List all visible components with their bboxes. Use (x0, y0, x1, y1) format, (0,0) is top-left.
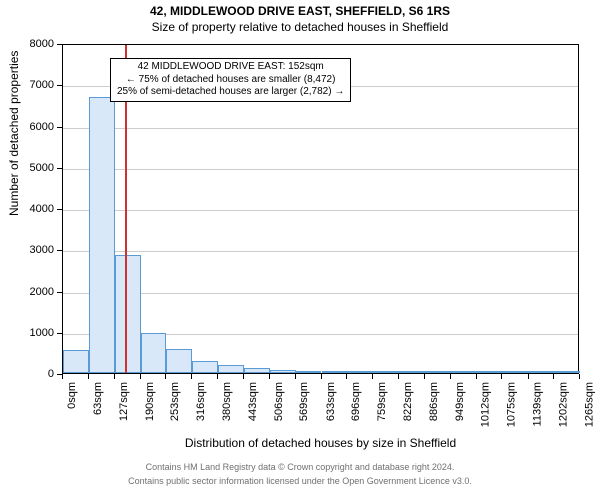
x-tick-mark (501, 374, 502, 379)
x-tick-mark (269, 374, 270, 379)
y-tick-label: 8000 (30, 38, 54, 50)
y-tick-mark (57, 85, 62, 86)
histogram-bar (399, 371, 425, 373)
histogram-bar (373, 371, 399, 373)
x-tick-label: 886sqm (428, 382, 440, 421)
x-tick-label: 190sqm (144, 382, 156, 421)
x-tick-label: 1012sqm (480, 382, 492, 427)
x-tick-mark (114, 374, 115, 379)
x-tick-label: 63sqm (92, 382, 104, 415)
histogram-bar (141, 333, 167, 373)
y-tick-mark (57, 292, 62, 293)
histogram-bar (63, 350, 89, 373)
y-tick-mark (57, 168, 62, 169)
x-tick-label: 569sqm (299, 382, 311, 421)
histogram-bar (425, 371, 451, 373)
x-tick-label: 696sqm (350, 382, 362, 421)
x-tick-label: 1139sqm (532, 382, 544, 426)
histogram-bar (115, 255, 141, 373)
y-tick-mark (57, 44, 62, 45)
x-tick-mark (321, 374, 322, 379)
y-tick-mark (57, 209, 62, 210)
x-tick-mark (295, 374, 296, 379)
y-tick-label: 2000 (30, 286, 54, 298)
x-tick-label: 506sqm (273, 382, 285, 421)
histogram-bar (528, 371, 554, 373)
x-tick-label: 316sqm (195, 382, 207, 421)
x-tick-label: 380sqm (221, 382, 233, 421)
x-tick-label: 1202sqm (557, 382, 569, 427)
histogram-bar (166, 349, 192, 373)
histogram-bar (502, 371, 528, 373)
x-tick-mark (140, 374, 141, 379)
y-tick-mark (57, 127, 62, 128)
x-tick-mark (372, 374, 373, 379)
x-tick-mark (88, 374, 89, 379)
gridline (63, 210, 578, 211)
annotation-line-1: 42 MIDDLEWOOD DRIVE EAST: 152sqm (117, 61, 344, 74)
x-tick-mark (165, 374, 166, 379)
y-tick-mark (57, 333, 62, 334)
x-tick-mark (217, 374, 218, 379)
x-tick-mark (476, 374, 477, 379)
footer-line-2: Contains public sector information licen… (0, 476, 600, 486)
histogram-bar (89, 97, 115, 373)
x-tick-label: 127sqm (118, 382, 130, 421)
x-tick-label: 1075sqm (505, 382, 517, 427)
x-tick-label: 253sqm (169, 382, 181, 421)
x-tick-label: 759sqm (376, 382, 388, 421)
x-tick-label: 0sqm (66, 382, 78, 409)
histogram-bar (477, 371, 503, 373)
gridline (63, 251, 578, 252)
histogram-bar (554, 371, 580, 373)
x-tick-mark (191, 374, 192, 379)
property-size-chart: 42, MIDDLEWOOD DRIVE EAST, SHEFFIELD, S6… (0, 0, 600, 500)
annotation-line-3: 25% of semi-detached houses are larger (… (117, 86, 344, 99)
histogram-bar (270, 370, 296, 373)
y-tick-label: 5000 (30, 162, 54, 174)
histogram-bar (451, 371, 477, 373)
chart-subtitle: Size of property relative to detached ho… (0, 20, 600, 34)
gridline (63, 169, 578, 170)
x-tick-mark (579, 374, 580, 379)
x-axis-label: Distribution of detached houses by size … (62, 436, 579, 450)
y-tick-label: 7000 (30, 79, 54, 91)
chart-title: 42, MIDDLEWOOD DRIVE EAST, SHEFFIELD, S6… (0, 4, 600, 18)
y-tick-label: 0 (48, 368, 54, 380)
y-tick-label: 6000 (30, 121, 54, 133)
x-tick-mark (450, 374, 451, 379)
x-tick-label: 949sqm (454, 382, 466, 421)
x-tick-label: 443sqm (247, 382, 259, 421)
x-tick-label: 822sqm (402, 382, 414, 421)
x-tick-mark (528, 374, 529, 379)
annotation-box: 42 MIDDLEWOOD DRIVE EAST: 152sqm ← 75% o… (110, 58, 351, 102)
histogram-bar (192, 361, 218, 373)
footer-line-1: Contains HM Land Registry data © Crown c… (0, 462, 600, 472)
histogram-bar (244, 368, 270, 373)
x-tick-label: 1265sqm (583, 382, 595, 427)
y-tick-label: 3000 (30, 244, 54, 256)
gridline (63, 128, 578, 129)
y-tick-label: 1000 (30, 327, 54, 339)
x-tick-mark (62, 374, 63, 379)
x-tick-mark (424, 374, 425, 379)
x-tick-mark (346, 374, 347, 379)
x-tick-label: 633sqm (325, 382, 337, 421)
histogram-bar (218, 365, 244, 373)
x-tick-mark (553, 374, 554, 379)
y-tick-label: 4000 (30, 203, 54, 215)
x-tick-mark (243, 374, 244, 379)
histogram-bar (322, 371, 348, 373)
annotation-line-2: ← 75% of detached houses are smaller (8,… (117, 74, 344, 87)
x-tick-mark (398, 374, 399, 379)
histogram-bar (296, 371, 322, 373)
histogram-bar (347, 371, 373, 373)
y-tick-mark (57, 250, 62, 251)
